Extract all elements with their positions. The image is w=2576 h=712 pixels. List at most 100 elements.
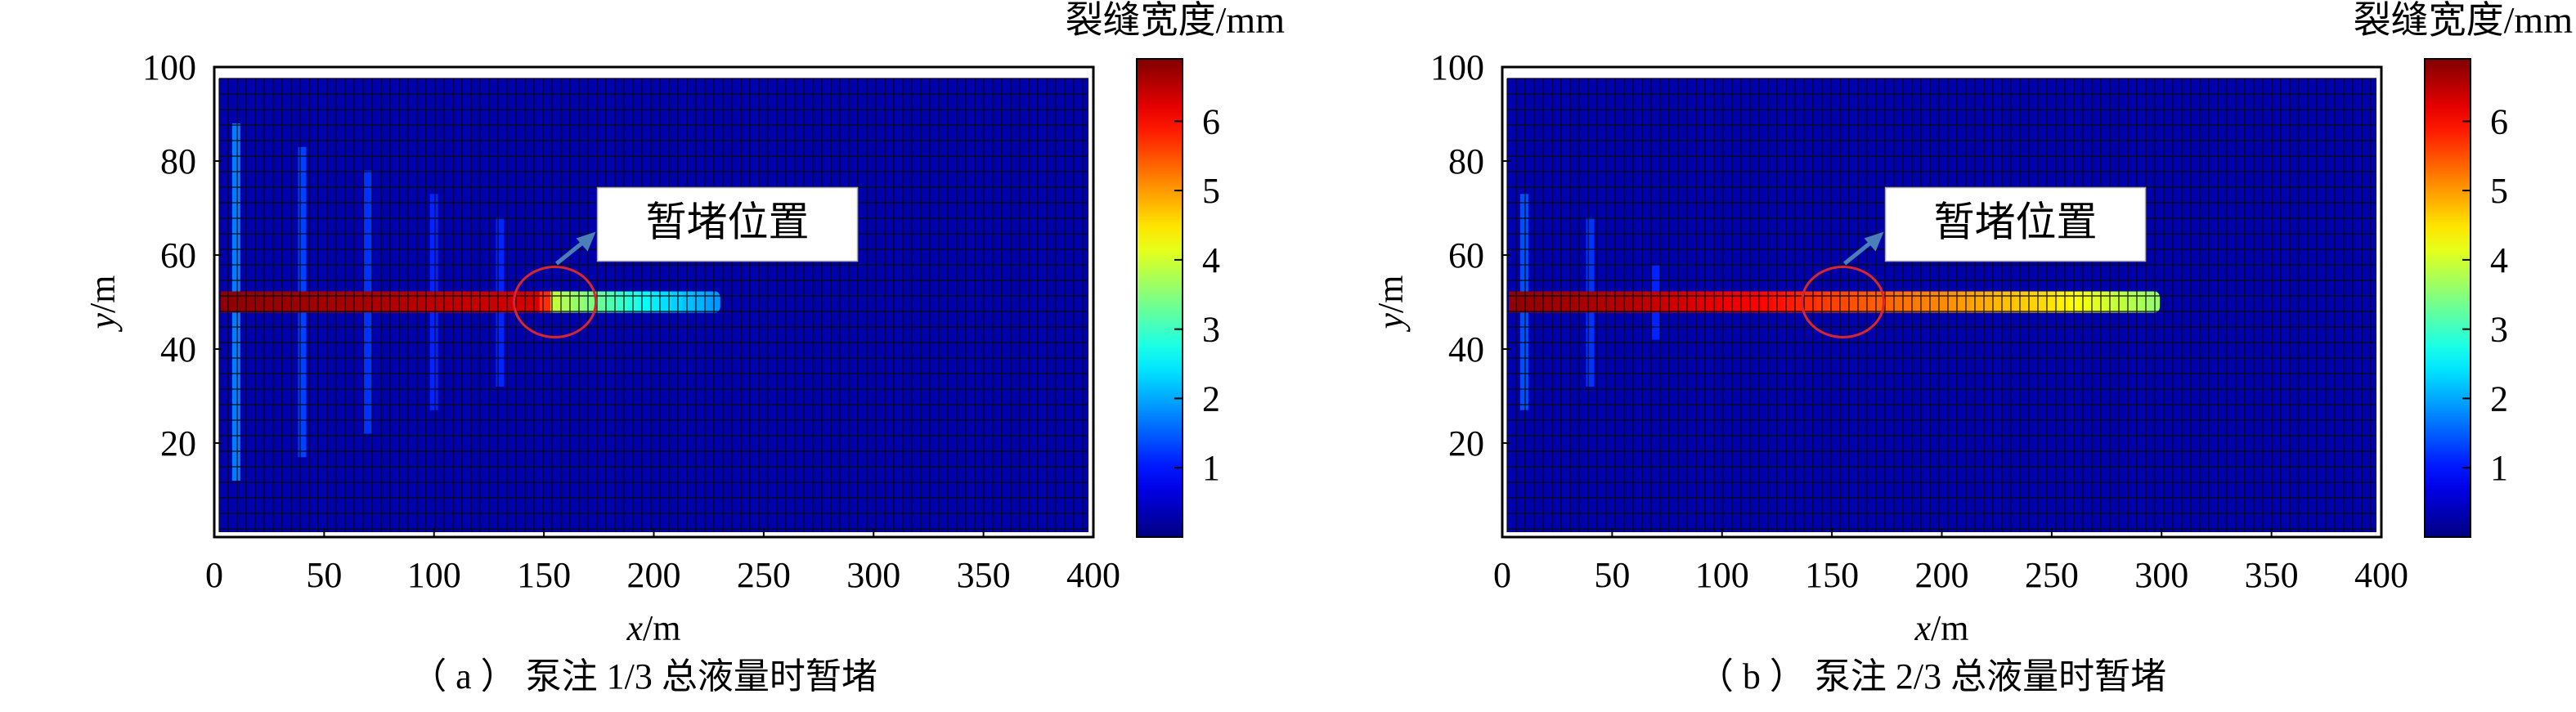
colorbar-tick-label-5: 5	[2490, 171, 2508, 211]
main-fracture-cell-25	[484, 291, 496, 313]
main-fracture-cell-41	[660, 291, 672, 313]
main-fracture-cell-18	[407, 291, 420, 313]
y-tick-label-20: 20	[160, 423, 196, 463]
main-fracture-cell-7	[286, 291, 298, 313]
main-fracture-cell-58	[2135, 291, 2147, 313]
x-tick-label-300: 300	[2134, 555, 2188, 595]
main-fracture-cell-12	[1629, 291, 1641, 313]
x-tick-label-250: 250	[737, 555, 791, 595]
main-fracture-cell-55	[2102, 291, 2114, 313]
colorbar-tick-label-1: 1	[2490, 448, 2508, 488]
main-fracture-cell-31	[550, 291, 563, 313]
main-fracture-cell-49	[2036, 291, 2049, 313]
main-fracture-cell-14	[1651, 291, 1663, 313]
x-tick-label-200: 200	[1915, 555, 1969, 595]
main-fracture-cell-52	[2069, 291, 2081, 313]
main-fracture-cell-4	[254, 291, 266, 313]
main-fracture-cell-1	[1509, 291, 1521, 313]
main-fracture-cell-4	[1542, 291, 1554, 313]
main-fracture-cell-26	[1784, 291, 1796, 313]
main-fracture-cell-32	[1849, 291, 1861, 313]
colorbar-tick-label-2: 2	[1202, 378, 1220, 419]
main-fracture-cell-28	[1805, 291, 1817, 313]
colorbar-tick-label-6: 6	[1202, 101, 1220, 141]
plug-label-box	[596, 186, 859, 262]
main-fracture-cell-31	[1838, 291, 1851, 313]
plug-circle	[1801, 266, 1886, 338]
colorbar-tick-label-3: 3	[2490, 310, 2508, 350]
main-fracture-cell-33	[572, 291, 585, 313]
main-fracture-cell-25	[1772, 291, 1784, 313]
main-fracture-cell-45	[1992, 291, 2004, 313]
colorbar-tick-label-4: 4	[1202, 240, 1220, 280]
y-tick-label-20: 20	[1448, 423, 1484, 463]
main-fracture-cell-41	[1948, 291, 1960, 313]
main-fracture-cell-22	[1739, 291, 1752, 313]
main-fracture-cell-22	[451, 291, 464, 313]
colorbar-tick-label-2: 2	[2490, 378, 2508, 419]
x-axis-label: x/m	[1914, 608, 1969, 648]
main-fracture-cell-13	[1640, 291, 1653, 313]
caption-a: （ a ） 泵注 1/3 总液量时暂堵	[411, 656, 877, 696]
main-fracture-cell-1	[221, 291, 233, 313]
y-axis-label: y/m	[1371, 275, 1411, 333]
x-tick-label-150: 150	[517, 555, 571, 595]
plug-arrow-head	[576, 231, 596, 252]
chart-a: 0 50 100 150 200 250 300 350 400 20 40 60 80 100 x/m y/…	[83, 0, 1285, 648]
main-fracture-cell-19	[1706, 291, 1718, 313]
panel-a: 0 50 100 150 200 250 300 350 400 20 40 60 80 100 x/m y/…	[83, 0, 1285, 696]
main-fracture-cell-32	[561, 291, 573, 313]
main-fracture-cell-12	[341, 291, 353, 313]
main-fracture-cell-17	[397, 291, 409, 313]
main-fracture-tip	[710, 291, 720, 313]
main-fracture-cell-24	[1761, 291, 1774, 313]
x-tick-label-100: 100	[407, 555, 461, 595]
y-tick-label-40: 40	[160, 329, 196, 369]
main-fracture-cell-18	[1695, 291, 1708, 313]
main-fracture-cell-28	[517, 291, 529, 313]
main-fracture-cell-53	[2080, 291, 2092, 313]
colorbar-tick-label-3: 3	[1202, 310, 1220, 350]
x-tick-label-300: 300	[846, 555, 900, 595]
x-tick-label-100: 100	[1695, 555, 1749, 595]
main-fracture-cell-23	[462, 291, 474, 313]
main-fracture-cell-16	[385, 291, 397, 313]
main-fracture-cell-39	[1926, 291, 1938, 313]
y-axis-label: y/m	[83, 275, 123, 333]
main-fracture-cell-42	[671, 291, 684, 313]
main-fracture-cell-15	[1663, 291, 1675, 313]
colorbar-tick-label-1: 1	[1202, 448, 1220, 488]
colorbar	[2424, 58, 2471, 538]
main-fracture-cell-43	[1970, 291, 1982, 313]
main-fracture-cell-10	[1608, 291, 1620, 313]
main-fracture-cell-19	[418, 291, 430, 313]
x-tick-label-250: 250	[2025, 555, 2079, 595]
plug-circle	[513, 266, 598, 338]
main-fracture-cell-26	[496, 291, 508, 313]
x-tick-label-400: 400	[1066, 555, 1120, 595]
main-fracture-cell-40	[649, 291, 662, 313]
y-tick-label-60: 60	[160, 235, 196, 275]
main-fracture-cell-37	[1904, 291, 1916, 313]
main-fracture-cell-3	[242, 291, 254, 313]
main-fracture-cell-57	[2124, 291, 2136, 313]
main-fracture-cell-24	[473, 291, 486, 313]
main-fracture-cell-33	[1860, 291, 1873, 313]
main-fracture-cell-30	[539, 291, 551, 313]
grid-lines	[1506, 78, 2376, 532]
main-fracture-cell-9	[1596, 291, 1609, 313]
main-fracture-cell-10	[320, 291, 332, 313]
y-tick-label-80: 80	[160, 141, 196, 181]
main-fracture-cell-21	[440, 291, 452, 313]
panel-b: 0 50 100 150 200 250 300 350 400 20 40 60 80 100 x/m y/…	[1288, 0, 2576, 712]
main-fracture-cell-46	[2003, 291, 2015, 313]
plug-label-box	[1884, 186, 2147, 262]
main-fracture-cell-36	[1893, 291, 1905, 313]
y-tick-label-80: 80	[1448, 141, 1484, 181]
colorbar	[1136, 58, 1183, 538]
main-fracture-cell-5	[264, 291, 276, 313]
main-fracture-cell-30	[1827, 291, 1839, 313]
main-fracture-cell-14	[363, 291, 375, 313]
colorbar-tick-label-6: 6	[2490, 101, 2508, 141]
x-tick-label-150: 150	[1805, 555, 1859, 595]
